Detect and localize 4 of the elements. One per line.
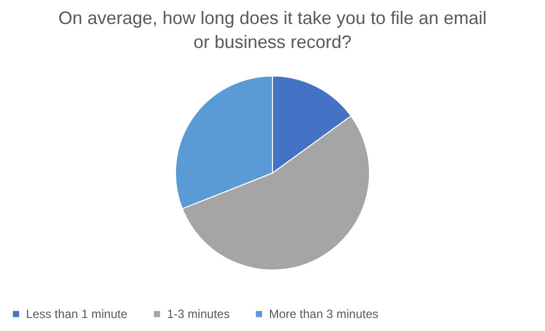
chart-title: On average, how long does it take you to file an email or business record? <box>58 8 487 52</box>
legend-label: 1-3 minutes <box>167 307 230 322</box>
legend-label: More than 3 minutes <box>269 307 378 322</box>
legend-label: Less than 1 minute <box>26 307 128 322</box>
